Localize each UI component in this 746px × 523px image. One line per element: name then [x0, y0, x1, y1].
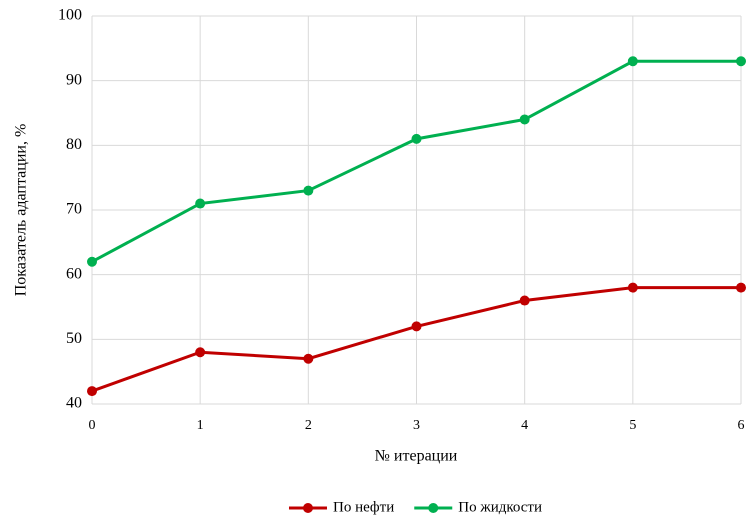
point [411, 321, 422, 332]
y-axis-label: Показатель адаптации, % [13, 124, 30, 297]
y-tick-label: 60 [66, 265, 82, 282]
point [303, 353, 314, 364]
point [195, 347, 206, 358]
legend-marker [428, 503, 439, 513]
point [87, 386, 97, 397]
point [519, 114, 530, 125]
point [195, 198, 206, 209]
x-tick-label: 6 [738, 418, 745, 433]
y-tick-label: 40 [66, 395, 82, 412]
y-tick-label: 50 [66, 330, 82, 347]
point [411, 133, 422, 144]
point [736, 282, 746, 293]
point [87, 256, 97, 267]
x-axis-label: № итерации [375, 448, 458, 465]
point [627, 56, 638, 67]
point [736, 56, 746, 67]
x-tick-label: 0 [89, 418, 96, 433]
point [303, 185, 314, 196]
x-tick-label: 2 [305, 418, 312, 433]
x-tick-label: 5 [629, 418, 636, 433]
y-tick-label: 90 [66, 71, 82, 88]
point [519, 295, 530, 306]
x-tick-label: 3 [413, 418, 420, 433]
y-tick-label: 70 [66, 201, 82, 218]
y-tick-label: 80 [66, 136, 82, 153]
legend-label: По жидкости [458, 499, 542, 515]
legend-marker [302, 503, 313, 513]
point [627, 282, 638, 293]
y-tick-label: 100 [58, 7, 82, 24]
x-tick-label: 4 [521, 418, 528, 433]
legend-label: По нефти [333, 499, 394, 515]
x-tick-label: 1 [197, 418, 204, 433]
